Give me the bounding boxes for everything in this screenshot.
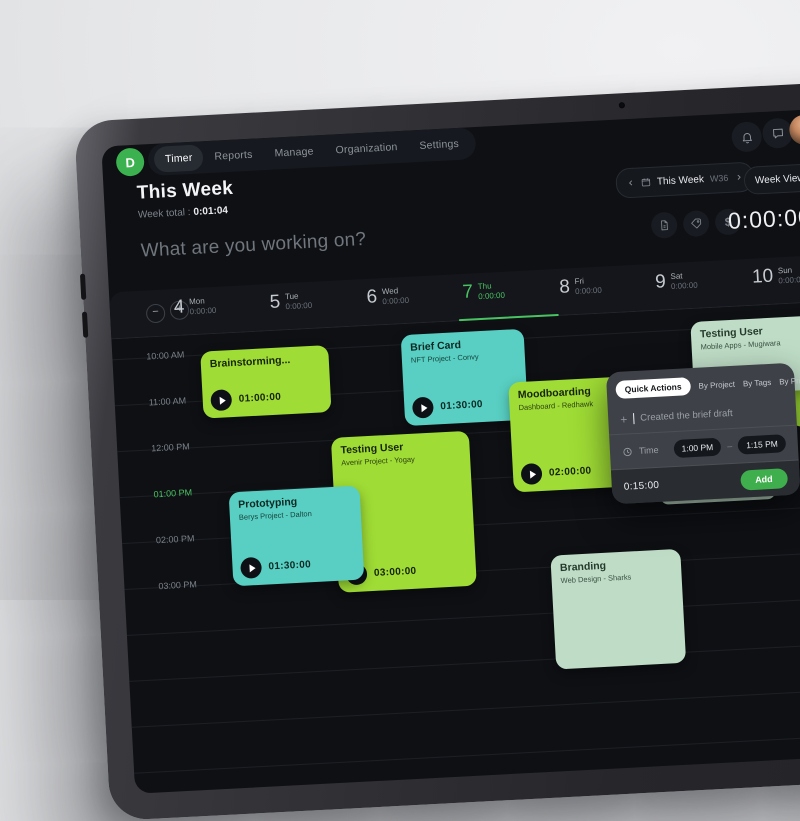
calendar-icon <box>641 177 652 188</box>
chevron-left-icon[interactable] <box>627 179 635 187</box>
time-range-dash: – <box>726 441 733 452</box>
app-logo[interactable]: D <box>115 147 145 177</box>
week-nav-label[interactable]: This Week <box>656 173 705 188</box>
week-total-value: 0:01:04 <box>193 205 229 218</box>
volume-down-button <box>81 311 89 338</box>
tab-by-project[interactable]: By Project <box>698 379 736 391</box>
view-mode-label: Week View <box>754 172 800 186</box>
minus-icon: − <box>152 305 160 319</box>
week-total: Week total :0:01:04 <box>138 205 229 221</box>
page-title: This Week <box>136 177 234 204</box>
day-header-thu-today[interactable]: 7 Thu 0:00:00 <box>461 280 506 303</box>
day-header-mon[interactable]: 4 Mon 0:00:00 <box>173 296 217 319</box>
app-screen: D Timer Reports Manage Organization Sett… <box>101 96 800 794</box>
nav-item-manage[interactable]: Manage <box>274 145 314 160</box>
tag-button[interactable] <box>682 209 710 238</box>
volume-up-button <box>79 273 87 300</box>
clock-icon <box>622 446 634 458</box>
time-label-current: 01:00 PM <box>153 487 193 500</box>
main-nav: Timer Reports Manage Organization Settin… <box>147 127 477 177</box>
time-label-text: Time <box>638 444 659 456</box>
plus-icon: + <box>619 411 628 427</box>
week-navigator: This Week W36 <box>615 161 755 199</box>
view-mode-selector[interactable]: Week View <box>743 162 800 195</box>
tab-by-price[interactable]: By Price <box>778 375 800 386</box>
nav-item-reports[interactable]: Reports <box>214 148 253 163</box>
invoice-icon <box>658 219 671 232</box>
play-icon[interactable] <box>240 556 263 579</box>
nav-item-settings[interactable]: Settings <box>419 137 460 152</box>
time-label: 02:00 PM <box>155 533 195 546</box>
day-header-tue[interactable]: 5 Tue 0:00:00 <box>269 291 313 313</box>
week-total-label: Week total : <box>137 207 191 221</box>
chevron-right-icon[interactable] <box>734 173 742 181</box>
time-label: 11:00 AM <box>148 395 187 408</box>
event-card-branding[interactable]: Branding Web Design - Sharks <box>550 548 687 670</box>
notifications-button[interactable] <box>730 121 763 153</box>
tab-quick-actions[interactable]: Quick Actions <box>615 377 691 400</box>
week-number: W36 <box>709 172 729 184</box>
nav-item-timer[interactable]: Timer <box>153 144 205 173</box>
play-icon[interactable] <box>520 463 543 486</box>
tablet-device: D Timer Reports Manage Organization Sett… <box>74 69 800 821</box>
front-camera <box>618 102 626 109</box>
task-input[interactable] <box>138 221 484 264</box>
day-header-sat[interactable]: 9 Sat 0:00:00 <box>654 270 698 293</box>
start-time-pill[interactable]: 1:00 PM <box>673 437 722 459</box>
timer-mode-buttons: $ <box>650 208 742 239</box>
nav-item-organization[interactable]: Organization <box>335 141 398 157</box>
quick-entry-text: Created the brief draft <box>640 407 733 424</box>
messages-button[interactable] <box>761 117 794 149</box>
entry-duration: 0:15:00 <box>623 479 660 493</box>
bell-icon <box>740 130 754 144</box>
day-header-fri[interactable]: 8 Fri 0:00:00 <box>558 276 603 298</box>
time-label: 10:00 AM <box>146 349 185 362</box>
quick-actions-popup: Quick Actions By Project By Tags By Pric… <box>605 362 800 505</box>
time-label: 03:00 PM <box>158 579 198 592</box>
play-icon[interactable] <box>210 389 233 412</box>
tab-by-tags[interactable]: By Tags <box>742 377 772 388</box>
day-header-sun[interactable]: 10 Sun 0:00:00 <box>751 265 800 288</box>
text-cursor <box>633 413 635 425</box>
tag-icon <box>690 217 703 230</box>
chat-icon <box>771 126 785 140</box>
play-icon[interactable] <box>411 396 434 419</box>
event-card-brainstorming[interactable]: Brainstorming... 01:00:00 <box>200 345 332 419</box>
day-header-wed[interactable]: 6 Wed 0:00:00 <box>366 285 410 308</box>
zoom-out-button[interactable]: − <box>145 303 166 324</box>
invoice-button[interactable] <box>650 211 678 239</box>
current-timer: 0:00:00 <box>727 203 800 234</box>
end-time-pill[interactable]: 1:15 PM <box>737 434 787 455</box>
add-button[interactable]: Add <box>739 468 789 491</box>
time-label: 12:00 PM <box>150 441 190 454</box>
event-card-prototyping[interactable]: Prototyping Berys Project - Dalton 01:30… <box>228 485 365 587</box>
time-range-row: Time 1:00 PM – 1:15 PM <box>609 425 799 471</box>
